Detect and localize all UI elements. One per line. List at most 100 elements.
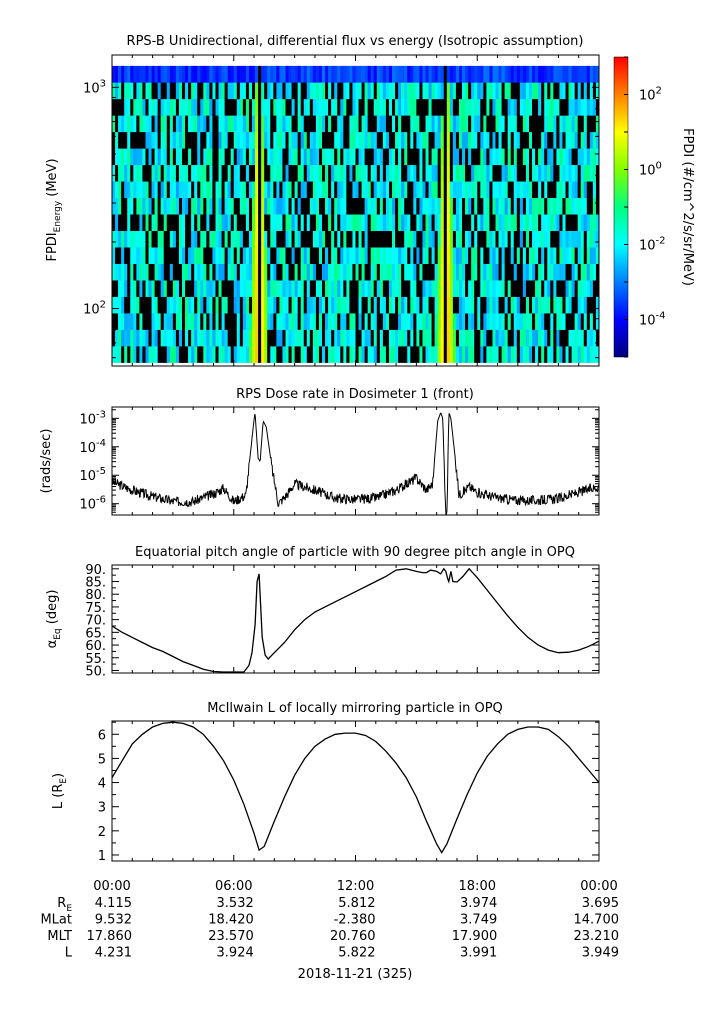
heatmap-cell (340, 98, 344, 116)
heatmap-cell (112, 148, 116, 166)
heatmap-cell (148, 263, 152, 281)
heatmap-cell (571, 197, 575, 215)
heatmap-cell (580, 263, 585, 281)
heatmap-cell (407, 247, 411, 264)
heatmap-cell (343, 230, 347, 248)
heatmap-cell (367, 148, 372, 166)
heatmap-cell (525, 280, 530, 297)
heatmap-cell (172, 296, 177, 314)
heatmap-cell (248, 296, 253, 314)
heatmap-cell (416, 230, 420, 248)
heatmap-cell (367, 98, 372, 116)
heatmap-cell (392, 148, 396, 166)
heatmap-cell (185, 181, 189, 199)
heatmap-cell (273, 65, 277, 83)
heatmap-cell (142, 197, 146, 215)
heatmap-cell (264, 280, 268, 297)
heatmap-cell (139, 230, 143, 248)
heatmap-cell (200, 280, 204, 297)
heatmap-cell (297, 148, 302, 166)
heatmap-cell (200, 148, 204, 166)
heatmap-cell (510, 214, 515, 232)
heatmap-cell (373, 263, 378, 281)
heatmap-cell (169, 131, 174, 149)
heatmap-cell (221, 148, 225, 166)
heatmap-cell (525, 329, 530, 347)
heatmap-cell (136, 82, 140, 100)
heatmap-cell (541, 263, 545, 281)
heatmap-cell (334, 313, 338, 330)
colorbar-tick-label: 102 (639, 86, 662, 104)
heatmap-cell (160, 280, 165, 297)
heatmap-cell (233, 313, 238, 330)
heatmap-cell (489, 197, 493, 215)
heatmap-cell (203, 181, 207, 199)
heatmap-cell (221, 247, 225, 264)
heatmap-cell (322, 346, 326, 363)
heatmap-cell (370, 82, 375, 100)
heatmap-cell (127, 197, 131, 215)
heatmap-cell (182, 65, 186, 83)
heatmap-cell (297, 247, 302, 264)
heatmap-cell (586, 131, 591, 149)
heatmap-cell (419, 313, 423, 330)
heatmap-cell (416, 131, 420, 149)
heatmap-cell (489, 164, 493, 182)
heatmap-cell (507, 181, 512, 199)
heatmap-cell (550, 214, 554, 232)
heatmap-cell (331, 346, 335, 363)
heatmap-cell (480, 148, 484, 166)
heatmap-cell (565, 82, 569, 100)
heatmap-cell (401, 131, 405, 149)
heatmap-cell (589, 313, 594, 330)
heatmap-cell (273, 82, 277, 100)
heatmap-cell (541, 214, 545, 232)
heatmap-cell (322, 313, 326, 330)
heatmap-cell (513, 230, 518, 248)
heatmap-cell (288, 247, 292, 264)
heatmap-cell (538, 214, 542, 232)
heatmap-cell (519, 329, 524, 347)
heatmap-cell (230, 98, 235, 116)
heatmap-cell (230, 247, 235, 264)
heatmap-cell (124, 296, 128, 314)
heatmap-cell (291, 313, 295, 330)
colorbar-tick-label-exp: -4 (656, 311, 666, 322)
heatmap-cell (112, 313, 116, 330)
heatmap-cell (510, 280, 515, 297)
heatmap-cell (166, 115, 171, 133)
heatmap-cell (206, 164, 210, 182)
heatmap-cell (236, 115, 241, 133)
heatmap-cell (267, 131, 271, 149)
heatmap-cell (154, 148, 158, 166)
heatmap-cell (306, 263, 311, 281)
heatmap-cell (318, 98, 323, 116)
heatmap-cell (315, 197, 320, 215)
heatmap-cell (255, 230, 259, 248)
heatmap-cell (449, 164, 454, 182)
heatmap-cell (544, 65, 548, 83)
heatmap-cell (504, 164, 508, 182)
heatmap-cell (477, 329, 481, 347)
heatmap-cell (586, 181, 591, 199)
heatmap-cell (297, 181, 302, 199)
heatmap-cell (337, 164, 341, 182)
heatmap-cell (559, 329, 563, 347)
heatmap-cell (431, 65, 435, 83)
heatmap-cell (325, 346, 329, 363)
heatmap-cell (452, 230, 457, 248)
heatmap-cell (236, 346, 241, 363)
heatmap-cell (270, 214, 274, 232)
heatmap-cell (282, 329, 286, 347)
heatmap-cell (589, 98, 594, 116)
heatmap-cell (282, 181, 286, 199)
heatmap-cell (194, 82, 198, 100)
heatmap-cell (492, 82, 496, 100)
heatmap-cell (474, 82, 478, 100)
heatmap-cell (413, 329, 417, 347)
heatmap-cell (525, 115, 530, 133)
heatmap-cell (300, 82, 305, 100)
heatmap-cell (516, 181, 521, 199)
heatmap-cell (379, 82, 384, 100)
heatmap-cell (462, 280, 466, 297)
